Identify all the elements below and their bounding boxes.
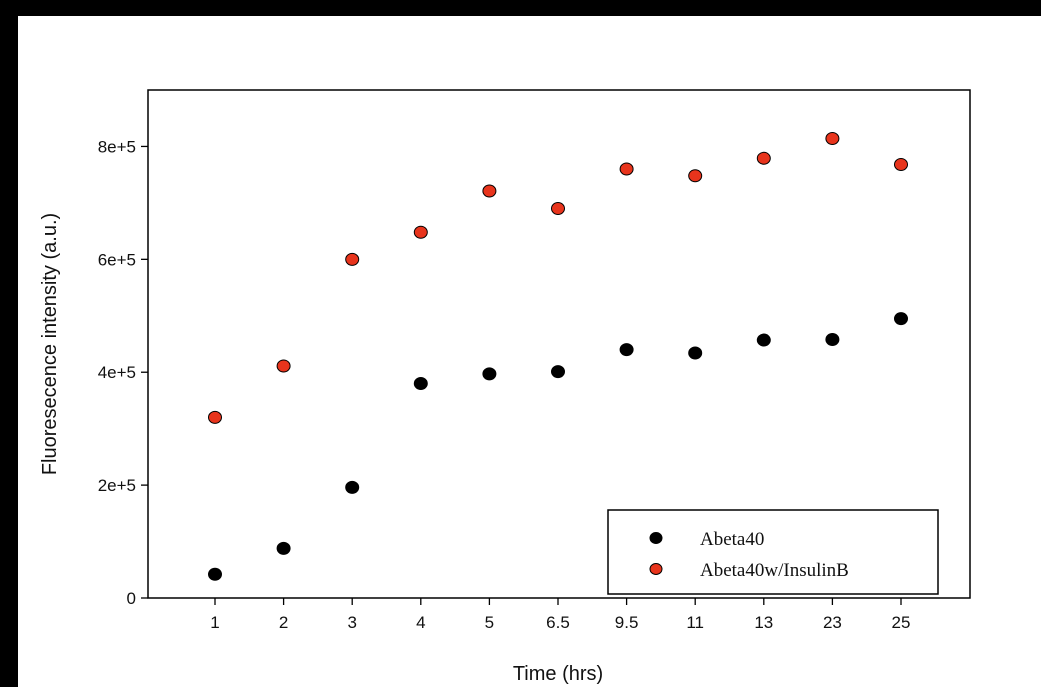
data-point (894, 158, 908, 172)
x-tick-label: 23 (823, 613, 842, 632)
y-axis-title: Fluoresecence intensity (a.u.) (39, 213, 61, 475)
data-point (482, 367, 497, 381)
y-tick-label: 4e+5 (98, 363, 136, 382)
data-point (276, 541, 291, 555)
x-tick-label: 13 (754, 613, 773, 632)
x-axis: 1 2 3 4 5 6.5 9.5 11 13 23 25 (210, 598, 910, 632)
data-point (551, 365, 565, 379)
data-point (756, 151, 771, 165)
data-point (345, 252, 360, 266)
data-point (825, 132, 840, 146)
data-point (688, 346, 703, 360)
data-point (276, 359, 291, 373)
x-tick-label: 3 (347, 613, 356, 632)
x-tick-label: 4 (416, 613, 425, 632)
legend-label-abeta40-insulinb: Abeta40w/InsulinB (700, 560, 849, 581)
x-tick-label: 2 (279, 613, 288, 632)
data-point (688, 169, 703, 183)
data-point (756, 333, 771, 347)
data-point (345, 480, 360, 494)
legend-label-abeta40: Abeta40 (700, 529, 764, 550)
x-tick-label: 25 (892, 613, 911, 632)
series-abeta40 (208, 312, 908, 581)
legend: Abeta40 Abeta40w/InsulinB (607, 509, 939, 595)
x-axis-title: Time (hrs) (513, 663, 603, 685)
data-point (413, 225, 428, 239)
y-axis: 0 2e+5 4e+5 6e+5 8e+5 (98, 137, 148, 608)
data-point (894, 312, 908, 326)
data-point (208, 410, 222, 424)
y-tick-label: 0 (127, 589, 136, 608)
x-tick-label: 1 (210, 613, 219, 632)
x-tick-label: 6.5 (546, 613, 570, 632)
data-points (208, 132, 908, 581)
x-tick-label: 9.5 (615, 613, 639, 632)
legend-marker-abeta40-insulinb (649, 563, 663, 575)
x-tick-label: 5 (485, 613, 494, 632)
data-point (619, 343, 634, 357)
data-point (482, 184, 497, 198)
data-point (551, 202, 565, 216)
y-tick-label: 8e+5 (98, 137, 136, 156)
legend-marker-abeta40 (649, 532, 663, 544)
y-tick-label: 2e+5 (98, 476, 136, 495)
data-point (619, 162, 634, 176)
data-point (208, 567, 222, 581)
x-tick-label: 11 (686, 613, 704, 632)
y-tick-label: 6e+5 (98, 250, 136, 269)
legend-box (607, 509, 939, 595)
series-abeta40-insulinb (208, 132, 908, 424)
data-point (413, 377, 428, 391)
data-point (825, 332, 840, 346)
scatter-chart: 02e+54e+56e+58e+5 1 2 3 4 5 6.5 9.5 11 13 23 25 Ti… (39, 89, 971, 685)
chart-frame: 0 2e+5 4e+5 6e+5 8e+5 1 2 3 4 5 6.5 9.5 11 13 23 25 Ti… (18, 16, 1041, 687)
